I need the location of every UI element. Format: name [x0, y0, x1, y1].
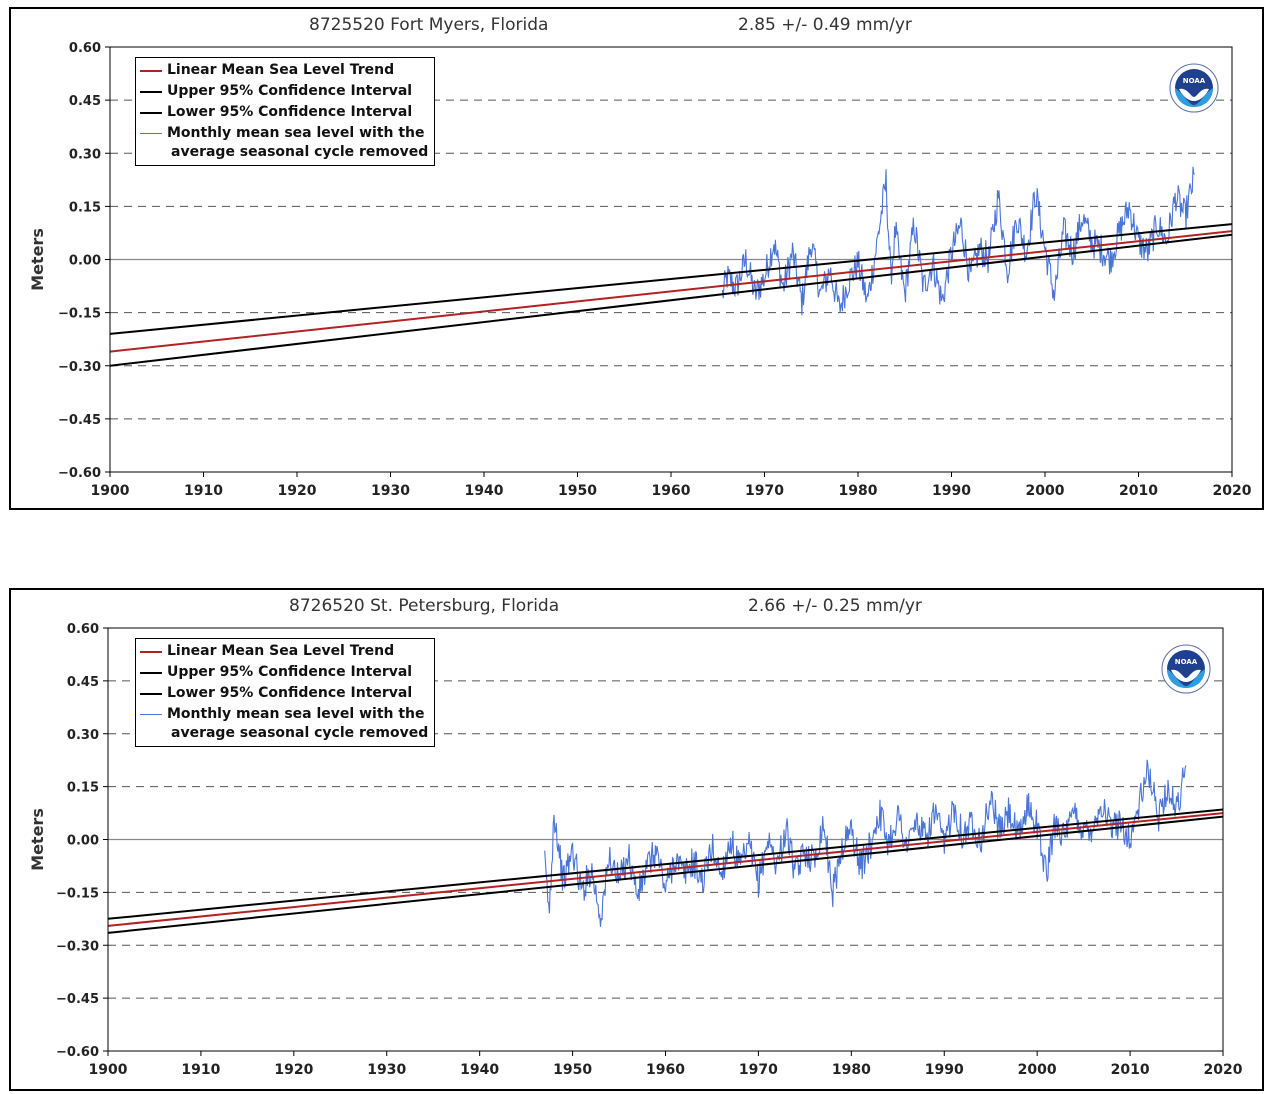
x-tick-label: 1990	[925, 1062, 964, 1078]
series-linear-trend	[110, 230, 1232, 353]
noaa-logo-icon: NOAA	[1161, 644, 1211, 694]
y-tick-label: 0.45	[69, 94, 101, 109]
x-tick-label: 2000	[1018, 1062, 1057, 1078]
legend-swatch	[140, 672, 162, 674]
legend-label: Lower 95% Confidence Interval	[167, 104, 413, 120]
y-tick-label: 0.60	[69, 41, 101, 56]
x-tick-label: 1970	[745, 483, 784, 499]
series-monthly-mean-sea-level	[721, 166, 1195, 316]
x-tick-label: 1950	[553, 1062, 592, 1078]
x-tick-label: 2020	[1204, 1062, 1243, 1078]
x-tick-label: 1960	[652, 483, 691, 499]
chart-svg: 0.60 0.45 0.30 0.15 0.00 −0.15 −0.30 −0.45 −0.60…	[28, 622, 1243, 1078]
y-tick-label: −0.45	[58, 413, 101, 428]
series-lower-95-ci	[110, 233, 1232, 367]
legend-label-line2: average seasonal cycle removed	[171, 725, 429, 741]
x-tick-label: 1900	[89, 1062, 128, 1078]
x-tick-label: 2020	[1213, 483, 1252, 499]
svg-text:NOAA: NOAA	[1175, 658, 1198, 666]
trend-rate-label: 2.85 +/- 0.49 mm/yr	[738, 15, 912, 35]
noaa-logo-icon: NOAA	[1169, 63, 1219, 113]
y-tick-label: 0.00	[67, 834, 99, 849]
chart-legend: Linear Mean Sea Level Trend Upper 95% Co…	[135, 638, 436, 747]
legend-label: Linear Mean Sea Level Trend	[167, 62, 395, 78]
plot-area	[110, 166, 1232, 367]
legend-item-trend: Linear Mean Sea Level Trend	[140, 641, 428, 662]
plot-frame	[109, 46, 1233, 473]
legend-label: Monthly mean sea level with the	[167, 706, 425, 722]
y-tick-label: −0.60	[58, 466, 101, 481]
x-tick-label: 1960	[646, 1062, 685, 1078]
legend-item-trend: Linear Mean Sea Level Trend	[140, 60, 428, 81]
legend-label: Lower 95% Confidence Interval	[167, 685, 413, 701]
x-tick-label: 1910	[184, 483, 223, 499]
chart-legend: Linear Mean Sea Level Trend Upper 95% Co…	[135, 57, 436, 166]
legend-item-monthly: Monthly mean sea level with the average …	[140, 704, 428, 744]
y-tick-label: −0.30	[56, 939, 99, 954]
legend-swatch	[140, 651, 162, 653]
chart-panel-fort-myers: 8725520 Fort Myers, Florida 2.85 +/- 0.4…	[9, 7, 1264, 510]
legend-label-line2: average seasonal cycle removed	[171, 144, 429, 160]
chart-title: 8726520 St. Petersburg, Florida	[289, 596, 560, 616]
y-tick-label: 0.15	[69, 200, 101, 215]
y-tick-label: 0.30	[67, 728, 99, 743]
series-upper-95-ci	[108, 808, 1223, 920]
y-tick-label: 0.30	[69, 147, 101, 162]
x-tick-label: 1990	[932, 483, 971, 499]
x-tick-label: 1950	[558, 483, 597, 499]
x-tick-label: 1900	[91, 483, 130, 499]
y-tick-label: −0.15	[56, 886, 99, 901]
y-tick-label: 0.00	[69, 254, 101, 269]
legend-swatch	[140, 112, 162, 114]
chart-svg: 0.60 0.45 0.30 0.15 0.00 −0.15 −0.30 −0.45 −0.60…	[28, 41, 1252, 499]
legend-item-lower-ci: Lower 95% Confidence Interval	[140, 683, 428, 704]
x-tick-label: 2010	[1111, 1062, 1150, 1078]
x-tick-label: 1940	[465, 483, 504, 499]
x-tick-label: 1940	[460, 1062, 499, 1078]
x-tick-label: 1920	[274, 1062, 313, 1078]
legend-label: Upper 95% Confidence Interval	[167, 664, 413, 680]
series-monthly-mean-sea-level	[544, 759, 1187, 927]
legend-swatch	[140, 70, 162, 72]
x-tick-label: 1930	[371, 483, 410, 499]
x-tick-label: 1980	[839, 483, 878, 499]
legend-swatch	[140, 693, 162, 695]
legend-swatch	[140, 714, 162, 715]
legend-label: Linear Mean Sea Level Trend	[167, 643, 395, 659]
y-tick-label: −0.60	[56, 1045, 99, 1060]
chart-title: 8725520 Fort Myers, Florida	[309, 15, 549, 35]
y-tick-label: −0.45	[56, 992, 99, 1007]
legend-swatch	[140, 91, 162, 93]
legend-label: Upper 95% Confidence Interval	[167, 83, 413, 99]
y-tick-label: 0.15	[67, 781, 99, 796]
x-tick-label: 1970	[739, 1062, 778, 1078]
y-tick-label: 0.60	[67, 622, 99, 637]
legend-item-lower-ci: Lower 95% Confidence Interval	[140, 102, 428, 123]
x-tick-label: 2010	[1119, 483, 1158, 499]
x-tick-label: 1930	[367, 1062, 406, 1078]
x-tick-label: 2000	[1026, 483, 1065, 499]
svg-text:NOAA: NOAA	[1183, 77, 1206, 85]
legend-item-upper-ci: Upper 95% Confidence Interval	[140, 81, 428, 102]
plot-area	[108, 759, 1223, 934]
legend-item-monthly: Monthly mean sea level with the average …	[140, 123, 428, 163]
legend-item-upper-ci: Upper 95% Confidence Interval	[140, 662, 428, 683]
chart-panel-st-petersburg: 8726520 St. Petersburg, Florida 2.66 +/-…	[9, 588, 1264, 1091]
series-upper-95-ci	[110, 223, 1232, 335]
y-axis-label: Meters	[28, 808, 47, 871]
legend-swatch	[140, 133, 162, 134]
x-tick-label: 1920	[278, 483, 317, 499]
trend-rate-label: 2.66 +/- 0.25 mm/yr	[748, 596, 922, 616]
plot-frame	[107, 627, 1224, 1052]
y-tick-label: −0.30	[58, 360, 101, 375]
series-linear-trend	[108, 812, 1223, 927]
legend-label: Monthly mean sea level with the	[167, 125, 425, 141]
x-tick-label: 1980	[832, 1062, 871, 1078]
x-tick-label: 1910	[181, 1062, 220, 1078]
y-axis-label: Meters	[28, 228, 47, 291]
y-tick-label: 0.45	[67, 675, 99, 690]
y-tick-label: −0.15	[58, 307, 101, 322]
series-lower-95-ci	[108, 815, 1223, 934]
